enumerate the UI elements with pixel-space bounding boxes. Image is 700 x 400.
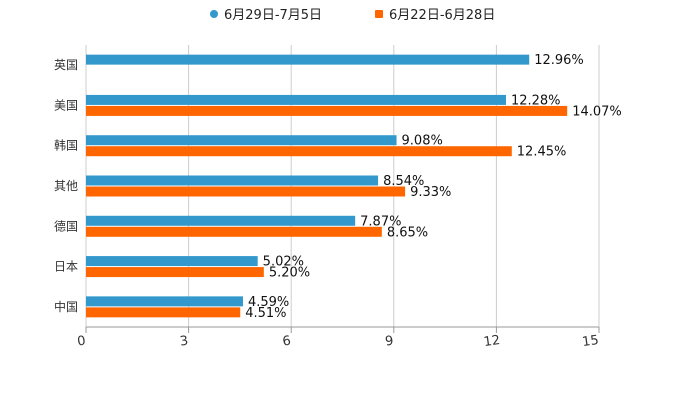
category-label-3: 其他 (54, 179, 78, 193)
data-label-series-1-1: 12.28% (511, 93, 561, 108)
legend-item-series-1[interactable]: 6月29日-7月5日 (210, 4, 322, 23)
tick-label-2: 6 (282, 334, 292, 350)
bar-series-1-0 (86, 54, 530, 65)
legend-label-series-1: 6月29日-7月5日 (224, 8, 323, 23)
legend-item-series-2[interactable]: 6月22日-6月28日 (375, 4, 495, 23)
bar-series-2-5 (86, 267, 264, 278)
bar-series-1-6 (86, 296, 243, 307)
data-label-series-2-6: 4.51% (245, 306, 286, 321)
tick-label-4: 12 (483, 333, 501, 350)
data-label-series-2-5: 5.20% (269, 266, 310, 281)
legend-marker-series-2 (375, 9, 383, 18)
tick-label-0: 0 (76, 334, 86, 350)
data-label-series-2-3: 9.33% (410, 185, 451, 200)
bar-series-1-5 (86, 256, 258, 267)
bar-series-2-6 (86, 307, 241, 318)
category-label-6: 中国 (54, 299, 78, 314)
bar-series-2-3 (86, 186, 406, 197)
category-label-5: 日本 (54, 260, 78, 274)
bar-series-1-3 (86, 175, 379, 186)
data-label-series-1-4: 7.87% (360, 214, 401, 229)
data-label-series-1-6: 4.59% (248, 295, 289, 310)
tick-label-5: 15 (581, 333, 599, 350)
data-label-series-1-3: 8.54% (383, 174, 424, 189)
category-label-2: 韩国 (54, 138, 78, 153)
data-label-series-2-1: 14.07% (572, 104, 622, 119)
legend-marker-series-1 (210, 9, 218, 18)
bar-series-2-2 (86, 146, 512, 157)
data-label-series-1-2: 9.08% (402, 134, 443, 149)
category-label-0: 英国 (54, 58, 78, 72)
bar-series-2-4 (86, 226, 382, 237)
bar-series-1-2 (86, 135, 397, 146)
tick-label-1: 3 (179, 334, 189, 350)
tick-label-3: 9 (384, 334, 394, 350)
bar-series-1-4 (86, 215, 356, 226)
bar-series-1-1 (86, 94, 506, 105)
bar-series-2-1 (86, 105, 568, 116)
legend: 6月29日-7月5日 6月22日-6月28日 (0, 4, 700, 24)
category-label-1: 美国 (54, 98, 78, 112)
data-label-series-2-4: 8.65% (387, 225, 428, 240)
category-label-4: 德国 (54, 218, 78, 233)
data-label-series-1-5: 5.02% (263, 255, 304, 270)
data-label-series-1-0: 12.96% (534, 53, 584, 68)
legend-label-series-2: 6月22日-6月28日 (389, 8, 496, 23)
data-label-series-2-2: 12.45% (517, 145, 567, 160)
